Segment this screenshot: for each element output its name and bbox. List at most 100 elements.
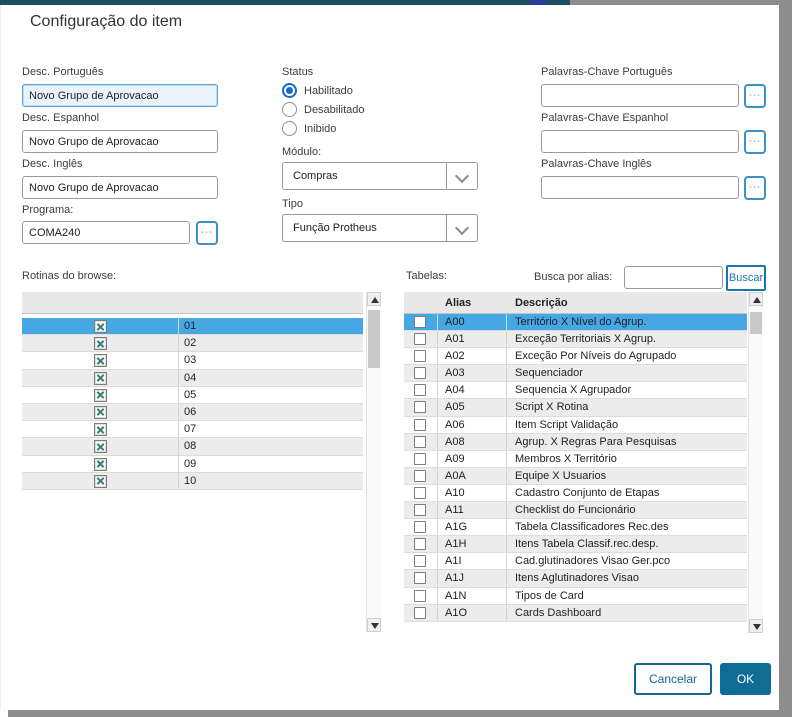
checked-x-icon: [22, 369, 179, 386]
alias-cell: A10: [437, 484, 507, 502]
row-checkbox[interactable]: [414, 521, 426, 534]
modulo-select[interactable]: Compras: [282, 162, 478, 190]
rotina-row[interactable]: 10: [22, 472, 363, 490]
descricao-cell: Equipe X Usuarios: [515, 469, 607, 482]
ok-button[interactable]: OK: [720, 663, 771, 695]
rotina-row[interactable]: 06: [22, 403, 363, 422]
status-label: Status: [282, 66, 314, 78]
desc-portugues-label: Desc. Português: [22, 66, 104, 78]
desc-espanhol-label: Desc. Espanhol: [22, 112, 100, 124]
rotina-row[interactable]: 02: [22, 335, 363, 353]
radio-selected-icon: [282, 83, 297, 98]
desc-portugues-input[interactable]: [22, 84, 218, 107]
tabela-row[interactable]: A05 Script X Rotina: [404, 399, 747, 417]
tabela-row[interactable]: A10 Cadastro Conjunto de Etapas: [404, 484, 747, 503]
tabela-row[interactable]: A00 Território X Nível do Agrup.: [404, 314, 747, 332]
rotina-row[interactable]: 08: [22, 438, 363, 456]
row-checkbox[interactable]: [414, 350, 426, 363]
background-top-strip: [0, 0, 792, 5]
checkbox-cell: [404, 587, 438, 604]
row-checkbox[interactable]: [414, 435, 426, 448]
palavras-espanhol-input[interactable]: [541, 130, 739, 153]
row-checkbox[interactable]: [414, 555, 426, 568]
tabelas-scrollbar[interactable]: [748, 292, 763, 633]
rotina-row[interactable]: 05: [22, 386, 363, 404]
rotina-row[interactable]: 01: [22, 318, 363, 336]
tabela-row[interactable]: A1G Tabela Classificadores Rec.des: [404, 519, 747, 537]
palavras-portugues-input[interactable]: [541, 84, 739, 107]
tabela-row[interactable]: A1I Cad.glutinadores Visao Ger.pco: [404, 553, 747, 571]
row-checkbox[interactable]: [414, 606, 426, 619]
row-checkbox[interactable]: [414, 538, 426, 551]
checked-x-icon: [22, 386, 179, 403]
cancel-button[interactable]: Cancelar: [634, 663, 712, 695]
tabela-row[interactable]: A01 Exceção Territoriais X Agrup.: [404, 331, 747, 349]
tabela-row[interactable]: A1J Itens Aglutinadores Visao: [404, 570, 747, 588]
palavras-ingles-input[interactable]: [541, 176, 739, 199]
tabela-row[interactable]: A04 Sequencia X Agrupador: [404, 382, 747, 400]
rotinas-rows: 01 02 03 04 05 06 07 08 09 10: [22, 318, 363, 490]
busca-alias-input[interactable]: [624, 266, 723, 289]
scroll-down-button[interactable]: [749, 619, 763, 633]
tipo-label: Tipo: [282, 198, 303, 210]
tabela-row[interactable]: A1O Cards Dashboard: [404, 604, 747, 622]
row-checkbox[interactable]: [414, 572, 426, 585]
palavras-portugues-browse-button[interactable]: ...: [744, 84, 766, 108]
tabela-row[interactable]: A11 Checklist do Funcionário: [404, 502, 747, 520]
tabela-row[interactable]: A08 Agrup. X Regras Para Pesquisas: [404, 433, 747, 451]
radio-habilitado[interactable]: Habilitado: [282, 83, 353, 98]
rotinas-header: [22, 292, 363, 314]
scroll-up-button[interactable]: [749, 292, 763, 306]
descricao-cell: Agrup. X Regras Para Pesquisas: [515, 435, 677, 448]
checked-x-icon: [22, 403, 179, 421]
rotina-row[interactable]: 09: [22, 455, 363, 473]
row-checkbox[interactable]: [414, 418, 426, 431]
descricao-cell: Território X Nível do Agrup.: [515, 316, 647, 328]
rotina-row[interactable]: 04: [22, 369, 363, 387]
tabela-row[interactable]: A1N Tipos de Card: [404, 587, 747, 605]
checkbox-cell: [404, 450, 438, 467]
palavras-ingles-label: Palavras-Chave Inglês: [541, 158, 652, 170]
descricao-cell: Itens Tabela Classif.rec.desp.: [515, 538, 659, 551]
alias-cell: A00: [437, 314, 507, 331]
tabela-row[interactable]: A06 Item Script Validação: [404, 416, 747, 434]
tipo-select[interactable]: Função Protheus: [282, 214, 478, 242]
desc-espanhol-input[interactable]: [22, 130, 218, 153]
descricao-cell: Exceção Por Níveis do Agrupado: [515, 350, 677, 363]
row-checkbox[interactable]: [414, 469, 426, 482]
tabelas-panel: Alias Descrição A00 Território X Nível do…: [404, 292, 747, 622]
palavras-ingles-browse-button[interactable]: ...: [744, 176, 766, 200]
row-checkbox[interactable]: [414, 316, 426, 328]
palavras-espanhol-browse-button[interactable]: ...: [744, 130, 766, 154]
rotina-row[interactable]: 07: [22, 421, 363, 439]
scrollbar-thumb[interactable]: [750, 312, 762, 334]
checked-x-icon: [22, 318, 179, 335]
row-checkbox[interactable]: [414, 504, 426, 517]
tabela-row[interactable]: A03 Sequenciador: [404, 365, 747, 383]
desc-ingles-input[interactable]: [22, 176, 218, 199]
row-checkbox[interactable]: [414, 367, 426, 380]
scrollbar-thumb[interactable]: [368, 310, 380, 368]
radio-inibido[interactable]: Inibido: [282, 121, 336, 136]
scroll-up-button[interactable]: [367, 292, 381, 306]
scroll-down-button[interactable]: [367, 618, 381, 632]
row-checkbox[interactable]: [414, 401, 426, 414]
rotina-row[interactable]: 03: [22, 352, 363, 370]
radio-unselected-icon: [282, 102, 297, 117]
tabela-row[interactable]: A0A Equipe X Usuarios: [404, 467, 747, 485]
row-checkbox[interactable]: [414, 452, 426, 465]
row-checkbox[interactable]: [414, 333, 426, 346]
rotinas-scrollbar[interactable]: [366, 292, 381, 632]
tabela-row[interactable]: A02 Exceção Por Níveis do Agrupado: [404, 348, 747, 366]
radio-desabilitado[interactable]: Desabilitado: [282, 102, 365, 117]
row-checkbox[interactable]: [414, 384, 426, 397]
programa-input[interactable]: [22, 221, 190, 244]
row-checkbox[interactable]: [414, 589, 426, 602]
checkbox-cell: [404, 484, 438, 502]
row-checkbox[interactable]: [414, 486, 426, 499]
descricao-cell: Cad.glutinadores Visao Ger.pco: [515, 555, 671, 568]
buscar-button[interactable]: Buscar: [726, 265, 766, 291]
tabela-row[interactable]: A1H Itens Tabela Classif.rec.desp.: [404, 536, 747, 554]
programa-browse-button[interactable]: ...: [196, 221, 218, 245]
tabela-row[interactable]: A09 Membros X Território: [404, 450, 747, 468]
